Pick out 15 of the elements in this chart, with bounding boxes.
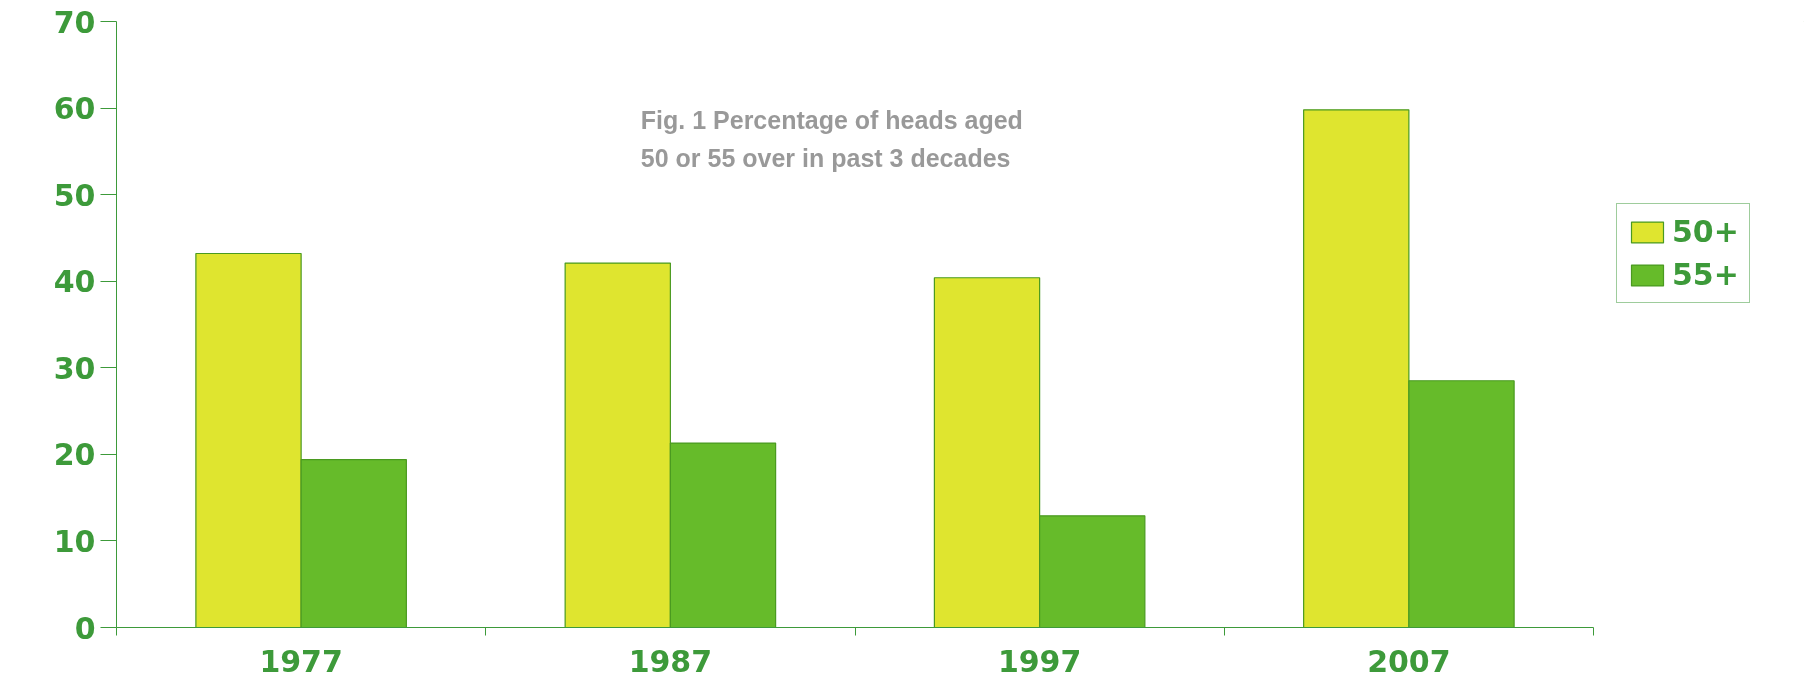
y-tick-label: 40 <box>53 264 96 300</box>
y-tick-label: 50 <box>53 177 96 213</box>
y-tick-label: 20 <box>53 437 96 473</box>
y-tick-label: 70 <box>53 4 96 40</box>
y-tick-label: 0 <box>74 610 96 646</box>
x-tick-label: 2007 <box>1367 643 1451 679</box>
text: Fig. 1 Percentage of heads aged 50 or 55 over in past 3 decades <box>640 106 1023 173</box>
y-tick-label: 60 <box>53 91 96 127</box>
legend-label: 50+ <box>1672 214 1739 249</box>
x-tick-label: 1997 <box>997 643 1082 679</box>
y-tick-label: 30 <box>53 350 96 386</box>
legend-label: 55+ <box>1672 257 1739 292</box>
x-tick-label: 1987 <box>628 643 713 679</box>
y-tick-label: 10 <box>53 523 96 559</box>
x-tick-label: 1977 <box>259 643 343 679</box>
